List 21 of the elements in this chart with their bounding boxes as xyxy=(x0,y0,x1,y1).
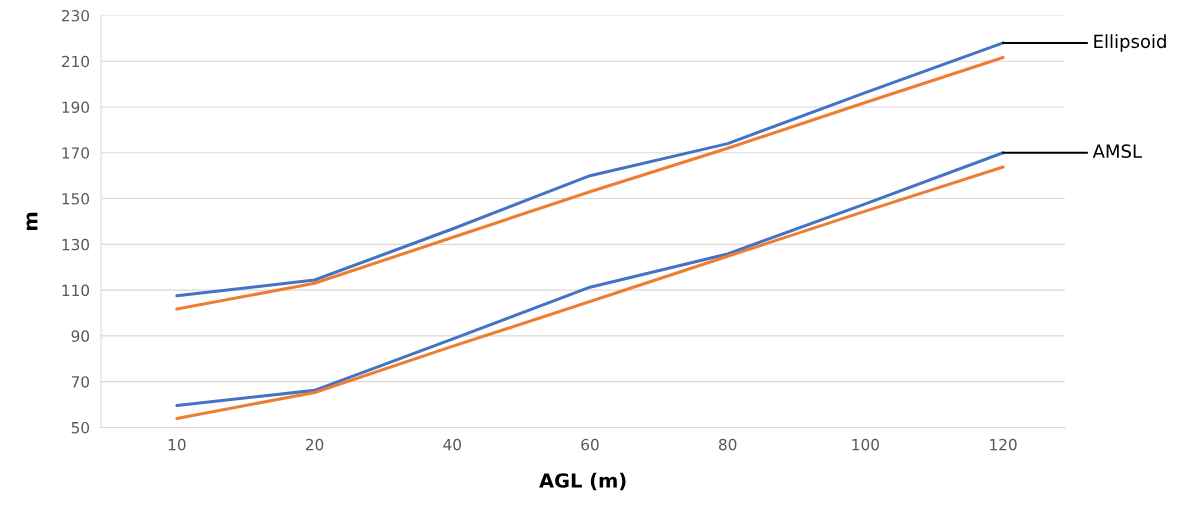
x-tick-label: 40 xyxy=(443,438,461,451)
x-tick-label: 10 xyxy=(168,438,186,451)
y-axis-title: m xyxy=(26,212,38,230)
x-axis-title: AGL (m) xyxy=(539,472,626,491)
annotation: Ellipsoid xyxy=(1094,34,1166,52)
x-tick-label: 120 xyxy=(990,438,1017,451)
y-tick-label: 90 xyxy=(71,330,90,342)
x-tick-label: 60 xyxy=(581,438,599,451)
y-tick-label: 210 xyxy=(62,55,90,68)
y-tick-label: 50 xyxy=(71,421,90,434)
x-tick-label: 80 xyxy=(719,438,737,451)
y-tick-label: 110 xyxy=(62,284,90,297)
y-tick-label: 130 xyxy=(62,238,90,251)
y-tick-label: 170 xyxy=(62,147,90,159)
y-tick-label: 150 xyxy=(62,193,90,205)
y-tick-label: 70 xyxy=(71,376,90,388)
y-tick-label: 190 xyxy=(62,101,90,114)
annotation: AMSL xyxy=(1092,144,1142,159)
x-tick-label: 20 xyxy=(305,438,324,451)
y-tick-label: 230 xyxy=(62,9,90,22)
x-tick-label: 100 xyxy=(852,438,879,451)
